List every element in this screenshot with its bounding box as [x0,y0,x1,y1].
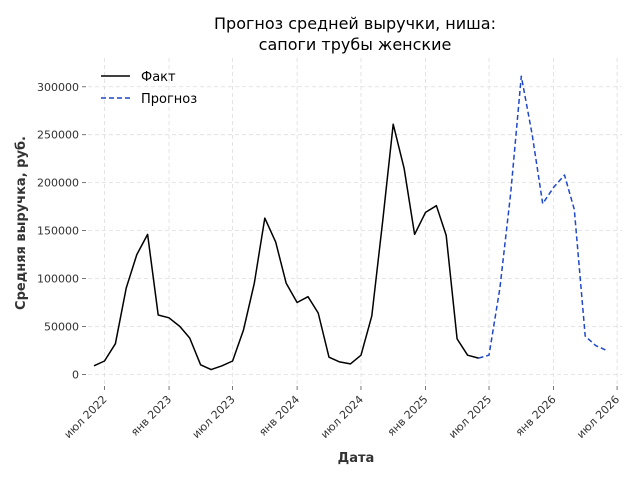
x-tick-label: янв 2025 [385,393,431,439]
legend-label-forecast: Прогноз [141,92,197,107]
x-tick-label: июл 2026 [574,393,622,441]
y-axis-label: Средняя выручка, руб. [14,136,29,310]
x-tick-label: июл 2024 [318,393,366,441]
y-tick-label: 0 [72,368,79,381]
x-tick-label: янв 2024 [256,393,302,439]
grid [88,58,622,384]
x-tick-label: июл 2025 [446,393,494,441]
x-tick-label: июл 2023 [190,393,238,441]
x-axis-ticks: июл 2022 янв 2023 июл 2023 янв 2024 июл 2024… [62,386,622,441]
series-layer [93,75,607,371]
legend-label-fact: Факт [141,70,176,85]
y-tick-label: 50000 [44,320,79,333]
y-tick-label: 250000 [37,129,79,142]
y-tick-label: 150000 [37,225,79,238]
series-line-fact [93,123,479,371]
y-tick-label: 200000 [37,177,79,190]
legend: Факт Прогноз [101,70,197,107]
chart-title-line-1: Прогноз средней выручки, ниша: [214,14,496,33]
chart-title-line-2: сапоги трубы женские [259,35,452,54]
series-line-forecast [478,75,607,359]
x-tick-label: янв 2023 [128,393,174,439]
y-tick-label: 100000 [37,273,79,286]
x-tick-label: янв 2026 [513,393,559,439]
x-axis-label: Дата [338,451,375,466]
y-axis-ticks: 0 50000 100000 150000 200000 250000 300000 [37,81,86,381]
y-tick-label: 300000 [37,81,79,94]
x-tick-label: июл 2022 [62,393,110,441]
